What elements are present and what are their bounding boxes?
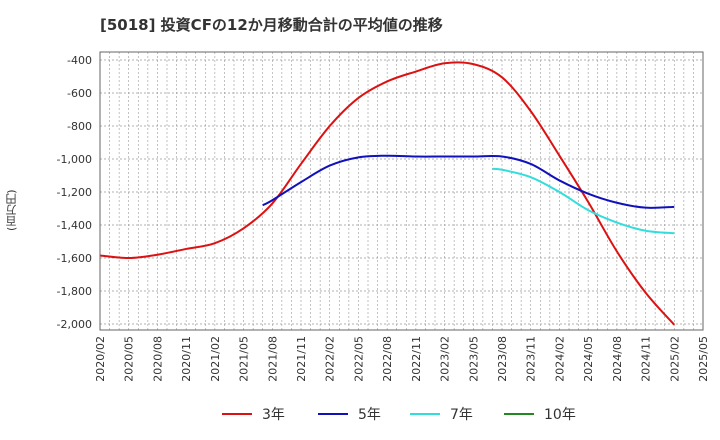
x-tick-label: 2025/02	[668, 336, 681, 382]
legend-label-7y: 7年	[450, 407, 473, 423]
y-tick-label: -1,800	[57, 285, 92, 298]
legend-label-10y: 10年	[544, 407, 576, 423]
legend-swatch-5y	[318, 413, 348, 415]
x-tick-label: 2020/05	[123, 336, 136, 382]
legend-label-3y: 3年	[262, 407, 285, 423]
x-tick-label: 2021/05	[238, 336, 251, 382]
y-tick-label: -400	[67, 54, 92, 67]
x-tick-label: 2022/08	[381, 336, 394, 382]
x-tick-label: 2020/08	[151, 336, 164, 382]
legend-item-3y: 3年	[222, 402, 285, 426]
legend-swatch-7y	[410, 413, 440, 415]
x-tick-label: 2020/02	[94, 336, 107, 382]
x-tick-label: 2021/08	[266, 336, 279, 382]
y-tick-label: -1,200	[57, 186, 92, 199]
x-tick-label: 2022/02	[324, 336, 337, 382]
legend-item-5y: 5年	[318, 402, 381, 426]
x-tick-labels: 2020/02 2020/05 2020/08 2020/11 2021/02 2021/…	[94, 336, 710, 382]
series-line-5y	[262, 154, 675, 209]
x-tick-label: 2022/05	[352, 336, 365, 382]
legend: 3年 5年 7年 10年	[0, 402, 720, 426]
series-line-7y	[492, 167, 675, 235]
y-tick-labels: -400 -600 -800 -1,000 -1,200 -1,400 -1,600 -1,8…	[57, 54, 92, 331]
x-tick-label: 2022/11	[410, 336, 423, 382]
y-tick-label: -1,400	[57, 219, 92, 232]
x-tick-label: 2021/02	[209, 336, 222, 382]
series-lines	[99, 61, 676, 326]
x-tick-label: 2024/08	[611, 336, 624, 382]
x-tick-label: 2024/11	[640, 336, 653, 382]
x-tick-label: 2024/05	[582, 336, 595, 382]
legend-item-10y: 10年	[504, 402, 576, 426]
y-tick-label: -600	[67, 87, 92, 100]
chart-title: [5018] 投資CFの12か月移動合計の平均値の推移	[100, 16, 443, 34]
y-tick-label: -2,000	[57, 318, 92, 331]
x-tick-label: 2021/11	[295, 336, 308, 382]
series-line-3y	[99, 61, 676, 326]
legend-swatch-3y	[222, 413, 252, 415]
x-tick-label: 2023/05	[467, 336, 480, 382]
x-tick-label: 2023/02	[439, 336, 452, 382]
legend-swatch-10y	[504, 413, 534, 415]
x-tick-label: 2020/11	[180, 336, 193, 382]
line-chart: -400 -600 -800 -1,000 -1,200 -1,400 -1,600 -1,8…	[57, 51, 710, 382]
y-tick-label: -1,000	[57, 153, 92, 166]
y-tick-label: -1,600	[57, 252, 92, 265]
x-tick-label: 2023/08	[496, 336, 509, 382]
x-tick-label: 2024/02	[553, 336, 566, 382]
plot-area-frame	[99, 51, 704, 331]
y-tick-label: -800	[67, 120, 92, 133]
grid-lines	[99, 52, 704, 330]
x-tick-label: 2023/11	[525, 336, 538, 382]
legend-item-7y: 7年	[410, 402, 473, 426]
legend-label-5y: 5年	[358, 407, 381, 423]
x-tick-label: 2025/05	[697, 336, 710, 382]
